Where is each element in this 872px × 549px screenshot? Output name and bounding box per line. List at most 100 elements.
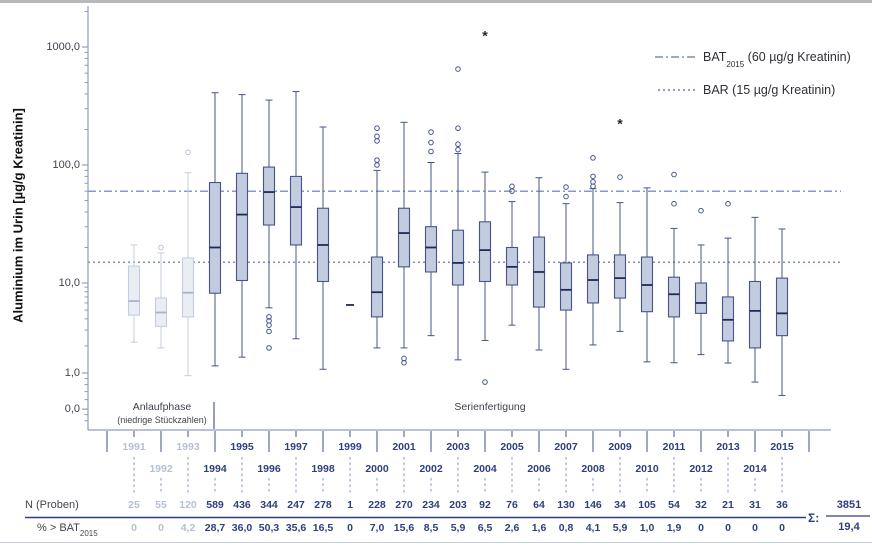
box-iqr bbox=[478, 221, 492, 283]
outlier-circle bbox=[617, 174, 623, 180]
box-iqr bbox=[586, 254, 600, 304]
year-label-1995: 1995 bbox=[230, 441, 254, 453]
year-label-1998: 1998 bbox=[311, 463, 335, 475]
legend-bar-label: BAR (15 µg/g Kreatinin) bbox=[703, 83, 836, 97]
outlier-circle bbox=[455, 146, 461, 153]
year-label-2007: 2007 bbox=[554, 441, 578, 453]
n-value-1995: 436 bbox=[233, 499, 251, 511]
boxplot-2004: * bbox=[478, 28, 492, 385]
pct-value-2003: 5,9 bbox=[450, 522, 466, 534]
year-label-2015: 2015 bbox=[770, 441, 794, 453]
boxplot-1991 bbox=[127, 244, 141, 343]
n-value-2006: 64 bbox=[533, 499, 545, 511]
outlier-circle bbox=[482, 379, 488, 385]
year-label-1993: 1993 bbox=[176, 441, 200, 453]
n-value-2009: 34 bbox=[614, 499, 626, 511]
box-iqr bbox=[397, 207, 411, 268]
box-iqr bbox=[694, 282, 708, 314]
table-row-label-pct-bat: % > BAT2015 bbox=[37, 522, 98, 539]
box-iqr bbox=[262, 166, 276, 226]
boxplot-2001 bbox=[397, 121, 411, 366]
n-value-2005: 76 bbox=[506, 499, 518, 511]
box-iqr bbox=[127, 265, 141, 316]
box-iqr bbox=[235, 172, 249, 282]
pct-value-1995: 36,0 bbox=[231, 522, 253, 534]
n-value-2003: 203 bbox=[449, 499, 467, 511]
n-value-2000: 228 bbox=[368, 499, 386, 511]
pct-value-2010: 1,0 bbox=[639, 522, 655, 534]
boxplot-2005 bbox=[505, 183, 519, 326]
legend-bat-label: BAT2015 (60 µg/g Kreatinin) bbox=[703, 50, 851, 69]
n-value-2010: 105 bbox=[638, 499, 656, 511]
phase-label-anlaufphase-line2: (niedrige Stückzahlen) bbox=[117, 415, 207, 425]
y-axis-tick-label: 0,0 bbox=[64, 402, 80, 415]
box-iqr bbox=[424, 226, 438, 273]
n-value-1991: 25 bbox=[128, 499, 140, 511]
outlier-circle bbox=[590, 183, 596, 190]
year-label-1996: 1996 bbox=[257, 463, 281, 475]
box-iqr bbox=[451, 229, 465, 286]
year-label-2006: 2006 bbox=[527, 463, 551, 475]
n-value-1993: 120 bbox=[179, 499, 197, 511]
boxplot-1997 bbox=[289, 90, 303, 340]
y-axis-tick-label: 100,0 bbox=[52, 158, 80, 171]
year-label-2009: 2009 bbox=[608, 441, 632, 453]
box-iqr bbox=[289, 175, 303, 246]
year-label-1992: 1992 bbox=[149, 463, 173, 475]
outlier-circle bbox=[428, 148, 434, 155]
n-value-2012: 32 bbox=[695, 499, 707, 511]
outlier-circle bbox=[374, 157, 380, 163]
y-axis-tick-label: 10,0 bbox=[58, 276, 80, 289]
sum-n-value: 3851 bbox=[836, 499, 862, 511]
boxplot-2009: * bbox=[613, 115, 627, 332]
year-label-2003: 2003 bbox=[446, 441, 470, 453]
year-label-1997: 1997 bbox=[284, 441, 308, 453]
y-axis-title: Aluminium im Urin [µg/g Kreatinin] bbox=[10, 108, 26, 323]
box-iqr bbox=[775, 277, 789, 337]
year-label-1991: 1991 bbox=[122, 441, 146, 453]
boxplot-2010 bbox=[640, 187, 654, 363]
n-value-2007: 130 bbox=[557, 499, 575, 511]
n-value-2001: 270 bbox=[395, 499, 413, 511]
outlier-circle bbox=[725, 200, 731, 207]
outlier-circle bbox=[374, 125, 380, 132]
boxplot-1994 bbox=[208, 92, 222, 367]
n-value-2008: 146 bbox=[584, 499, 602, 511]
year-label-2004: 2004 bbox=[473, 463, 497, 475]
boxplot-1996 bbox=[262, 99, 276, 351]
outlier-circle bbox=[455, 141, 461, 148]
n-value-1996: 344 bbox=[260, 499, 278, 511]
boxplot-1992 bbox=[154, 244, 168, 349]
year-label-2000: 2000 bbox=[365, 463, 389, 475]
pct-value-1998: 16,5 bbox=[312, 522, 334, 534]
boxplot-1993 bbox=[181, 149, 195, 377]
pct-value-2002: 8,5 bbox=[423, 522, 439, 534]
figure-top-border bbox=[0, 0, 872, 3]
outlier-circle bbox=[428, 129, 434, 135]
boxplot-2002 bbox=[424, 129, 438, 337]
legend-entry-bat: BAT2015 (60 µg/g Kreatinin) bbox=[703, 50, 851, 69]
year-label-2012: 2012 bbox=[689, 463, 713, 475]
pct-value-1993: 4,2 bbox=[180, 522, 196, 534]
y-axis-tick-label: 1000,0 bbox=[46, 40, 80, 53]
boxplot-2000 bbox=[370, 125, 384, 349]
pct-value-1999: 0 bbox=[347, 522, 353, 534]
box-iqr bbox=[559, 262, 573, 311]
boxplot-2015 bbox=[775, 228, 789, 396]
outlier-circle bbox=[185, 149, 191, 156]
outlier-circle bbox=[401, 359, 407, 366]
year-label-2011: 2011 bbox=[662, 441, 686, 453]
pct-value-2000: 7,0 bbox=[369, 522, 385, 534]
year-label-2014: 2014 bbox=[743, 463, 767, 475]
outlier-circle bbox=[671, 171, 677, 178]
year-label-2013: 2013 bbox=[716, 441, 740, 453]
box-iqr bbox=[181, 257, 195, 318]
n-value-2014: 31 bbox=[749, 499, 761, 511]
pct-value-2012: 0 bbox=[698, 522, 704, 534]
pct-value-2001: 15,6 bbox=[393, 522, 415, 534]
boxplot-2007 bbox=[559, 184, 573, 370]
year-label-2008: 2008 bbox=[581, 463, 605, 475]
n-value-1999: 1 bbox=[347, 499, 353, 511]
box-iqr bbox=[208, 182, 222, 294]
table-row-label-n-proben: N (Proben) bbox=[25, 499, 79, 511]
